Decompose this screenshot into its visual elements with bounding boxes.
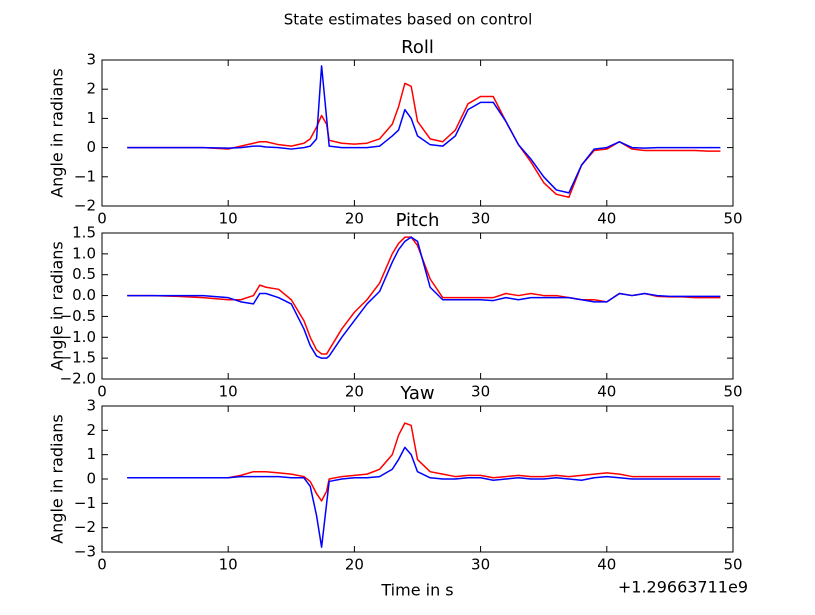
data-line <box>127 236 721 359</box>
y-tick-label: −1.0 <box>60 328 96 346</box>
x-tick-label: 30 <box>471 383 490 401</box>
axes-title: Pitch <box>396 210 440 231</box>
x-tick-label: 20 <box>345 556 364 574</box>
y-tick-label: −1.5 <box>60 349 96 367</box>
y-tick-label: −1 <box>74 167 96 185</box>
axes-title: Roll <box>401 37 434 58</box>
y-tick-label: 2 <box>86 421 96 439</box>
plot-area <box>102 233 733 379</box>
x-tick-label: 50 <box>723 383 742 401</box>
y-tick-label: 2 <box>86 80 96 98</box>
y-tick-label: 0 <box>86 138 96 156</box>
figure-title: State estimates based on control <box>284 11 533 29</box>
axes-frame <box>101 232 734 380</box>
x-tick-label: 50 <box>723 556 742 574</box>
x-tick-label: 40 <box>597 556 616 574</box>
x-tick-label: 50 <box>723 210 742 228</box>
x-tick-label: 30 <box>471 556 490 574</box>
x-tick-label: 0 <box>97 383 107 401</box>
y-tick-label: −1 <box>74 494 96 512</box>
data-line <box>127 446 721 548</box>
x-tick-label: 10 <box>219 383 238 401</box>
x-offset-text: +1.29663711e9 <box>618 578 748 597</box>
y-tick-label: 1 <box>86 445 96 463</box>
y-axis-label: Angle in radians <box>48 241 67 371</box>
y-tick-label: 3 <box>86 397 96 415</box>
y-tick-label: −2.0 <box>60 370 96 388</box>
y-tick-label: 0 <box>86 470 96 488</box>
x-tick-label: 40 <box>597 210 616 228</box>
data-line <box>127 422 721 502</box>
y-tick-label: 1.0 <box>72 244 96 262</box>
x-tick-label: 0 <box>97 210 107 228</box>
axes-title: Yaw <box>399 383 434 404</box>
x-tick-label: 20 <box>345 210 364 228</box>
y-axis-label: Angle in radians <box>48 414 67 544</box>
x-tick-label: 0 <box>97 556 107 574</box>
plot-area <box>102 60 733 206</box>
x-tick-label: 40 <box>597 383 616 401</box>
y-tick-label: 3 <box>86 51 96 69</box>
y-axis-label: Angle in radians <box>48 68 67 198</box>
x-tick-label: 30 <box>471 210 490 228</box>
x-axis-label: Time in s <box>380 581 453 600</box>
x-tick-label: 20 <box>345 383 364 401</box>
y-tick-label: 1 <box>86 109 96 127</box>
y-tick-label: 0.0 <box>72 286 96 304</box>
y-tick-label: −2 <box>74 518 96 536</box>
x-tick-label: 10 <box>219 556 238 574</box>
y-tick-label: 0.5 <box>72 265 96 283</box>
y-tick-label: 1.5 <box>72 224 96 242</box>
data-line <box>127 65 721 194</box>
x-tick-label: 10 <box>219 210 238 228</box>
y-tick-label: −3 <box>74 543 96 561</box>
y-tick-label: −0.5 <box>60 307 96 325</box>
y-tick-label: −2 <box>74 197 96 215</box>
axes-frame <box>101 59 734 207</box>
